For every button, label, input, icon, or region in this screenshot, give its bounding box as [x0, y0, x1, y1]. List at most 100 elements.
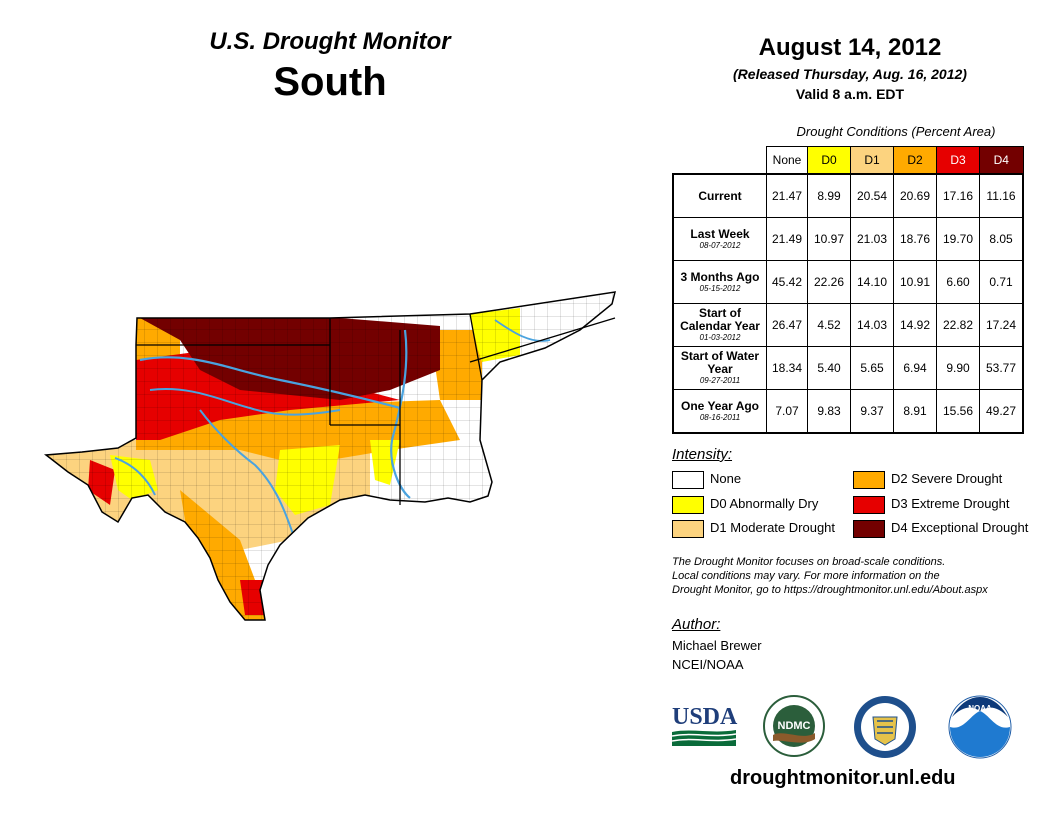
- commerce-seal-icon: [854, 696, 916, 758]
- legend-item-d1: D1 Moderate Drought: [672, 519, 836, 538]
- cell-d1: 20.54: [850, 173, 894, 218]
- table-row: Start of Water Year 09-27-2011 18.34 5.40…: [672, 346, 1024, 390]
- col-d3: D3: [936, 146, 980, 175]
- title-block: U.S. Drought Monitor South: [150, 28, 510, 105]
- usda-logo: USDA: [672, 704, 738, 746]
- cell-d3: 17.16: [936, 173, 980, 218]
- legend-swatch: [672, 470, 704, 489]
- valid-time: Valid 8 a.m. EDT: [795, 86, 905, 102]
- col-d1: D1: [850, 146, 894, 175]
- cell-none: 45.42: [766, 260, 808, 304]
- col-d0: D0: [807, 146, 851, 175]
- legend-title: Intensity:: [672, 446, 733, 463]
- region-outline: [43, 291, 617, 621]
- river-rio-grande: [114, 457, 156, 496]
- legend-label: D4 Exceptional Drought: [891, 520, 1029, 535]
- cell-d2: 6.94: [893, 346, 937, 390]
- table-row: Start of Calendar Year 01-03-2012 26.47 4…: [672, 303, 1024, 347]
- cell-d0: 8.99: [807, 173, 851, 218]
- cell-d1: 9.37: [850, 389, 894, 434]
- cell-d0: 10.97: [807, 217, 851, 261]
- product-title: U.S. Drought Monitor: [209, 28, 451, 55]
- cell-d0: 9.83: [807, 389, 851, 434]
- cell-d2: 10.91: [893, 260, 937, 304]
- cell-d2: 18.76: [893, 217, 937, 261]
- note-line: Drought Monitor, go to https://droughtmo…: [672, 584, 988, 596]
- col-d4: D4: [979, 146, 1024, 175]
- usda-logo-text: USDA: [672, 704, 738, 730]
- website-url: droughtmonitor.unl.edu: [730, 767, 956, 789]
- cell-d3: 15.56: [936, 389, 980, 434]
- ndmc-logo: NDMC: [763, 695, 825, 757]
- legend-item-d4: D4 Exceptional Drought: [853, 519, 1029, 538]
- cell-none: 21.47: [766, 173, 808, 218]
- table-row: Last Week 08-07-2012 21.49 10.97 21.03 18…: [672, 217, 1024, 261]
- noaa-logo: NOAA: [948, 695, 1012, 759]
- legend-item-d2: D2 Severe Drought: [853, 470, 1003, 489]
- table-row: One Year Ago 08-16-2011 7.07 9.83 9.37 8.…: [672, 389, 1024, 434]
- cell-d2: 20.69: [893, 173, 937, 218]
- legend-swatch: [853, 470, 885, 489]
- legend-swatch: [672, 495, 704, 514]
- table-row: 3 Months Ago 05-15-2012 45.42 22.26 14.10…: [672, 260, 1024, 304]
- row-label: Start of Calendar Year 01-03-2012: [672, 303, 767, 347]
- cell-d0: 22.26: [807, 260, 851, 304]
- river-red: [139, 356, 401, 410]
- cell-d1: 14.10: [850, 260, 894, 304]
- legend-label: D2 Severe Drought: [891, 471, 1003, 486]
- table-caption: Drought Conditions (Percent Area): [796, 124, 996, 139]
- col-none: None: [766, 146, 808, 175]
- cell-none: 26.47: [766, 303, 808, 347]
- drought-conditions-table: None D0 D1 D2 D3 D4 Current 21.47 8.99 2…: [672, 146, 1024, 434]
- col-d2: D2: [893, 146, 937, 175]
- row-label: Start of Water Year 09-27-2011: [672, 346, 767, 390]
- legend-swatch: [672, 519, 704, 538]
- release-date: (Released Thursday, Aug. 16, 2012): [733, 66, 967, 82]
- note-line: Local conditions may vary. For more info…: [672, 570, 940, 582]
- row-label: Current: [672, 173, 767, 218]
- drought-map: [43, 291, 617, 621]
- cell-d4: 49.27: [979, 389, 1024, 434]
- disclaimer-note: The Drought Monitor focuses on broad-sca…: [672, 555, 1052, 597]
- row-label: 3 Months Ago 05-15-2012: [672, 260, 767, 304]
- author-label: Author:: [672, 616, 721, 633]
- cell-none: 18.34: [766, 346, 808, 390]
- cell-d3: 19.70: [936, 217, 980, 261]
- river-brazos: [199, 409, 296, 541]
- map-date: August 14, 2012: [758, 34, 942, 61]
- ndmc-logo-text: NDMC: [778, 720, 811, 732]
- cell-d4: 0.71: [979, 260, 1024, 304]
- legend-swatch: [853, 495, 885, 514]
- cell-d2: 14.92: [893, 303, 937, 347]
- cell-d1: 14.03: [850, 303, 894, 347]
- cell-d0: 5.40: [807, 346, 851, 390]
- cell-d0: 4.52: [807, 303, 851, 347]
- state-boundaries: [136, 313, 616, 505]
- legend-label: D0 Abnormally Dry: [710, 496, 819, 511]
- river-canadian: [149, 388, 341, 416]
- legend-swatch: [853, 519, 885, 538]
- legend-label: None: [710, 471, 742, 486]
- cell-d4: 8.05: [979, 217, 1024, 261]
- cell-d3: 9.90: [936, 346, 980, 390]
- cell-d4: 11.16: [979, 173, 1024, 218]
- table-row: Current 21.47 8.99 20.54 20.69 17.16 11.…: [672, 173, 1024, 218]
- cell-d3: 22.82: [936, 303, 980, 347]
- note-line: The Drought Monitor focuses on broad-sca…: [672, 556, 946, 568]
- legend-label: D3 Extreme Drought: [891, 496, 1010, 511]
- author-name: Michael Brewer: [672, 638, 762, 653]
- legend-item-d3: D3 Extreme Drought: [853, 495, 1010, 514]
- legend-label: D1 Moderate Drought: [710, 520, 836, 535]
- noaa-logo-text: NOAA: [968, 704, 992, 713]
- cell-none: 21.49: [766, 217, 808, 261]
- date-block: August 14, 2012 (Released Thursday, Aug.…: [670, 34, 1030, 102]
- cell-none: 7.07: [766, 389, 808, 434]
- cell-d1: 21.03: [850, 217, 894, 261]
- row-label: Last Week 08-07-2012: [672, 217, 767, 261]
- cell-d1: 5.65: [850, 346, 894, 390]
- region-title: South: [273, 60, 387, 104]
- row-label: One Year Ago 08-16-2011: [672, 389, 767, 434]
- legend-item-none: None: [672, 470, 742, 489]
- river-tennessee: [494, 319, 551, 342]
- cell-d3: 6.60: [936, 260, 980, 304]
